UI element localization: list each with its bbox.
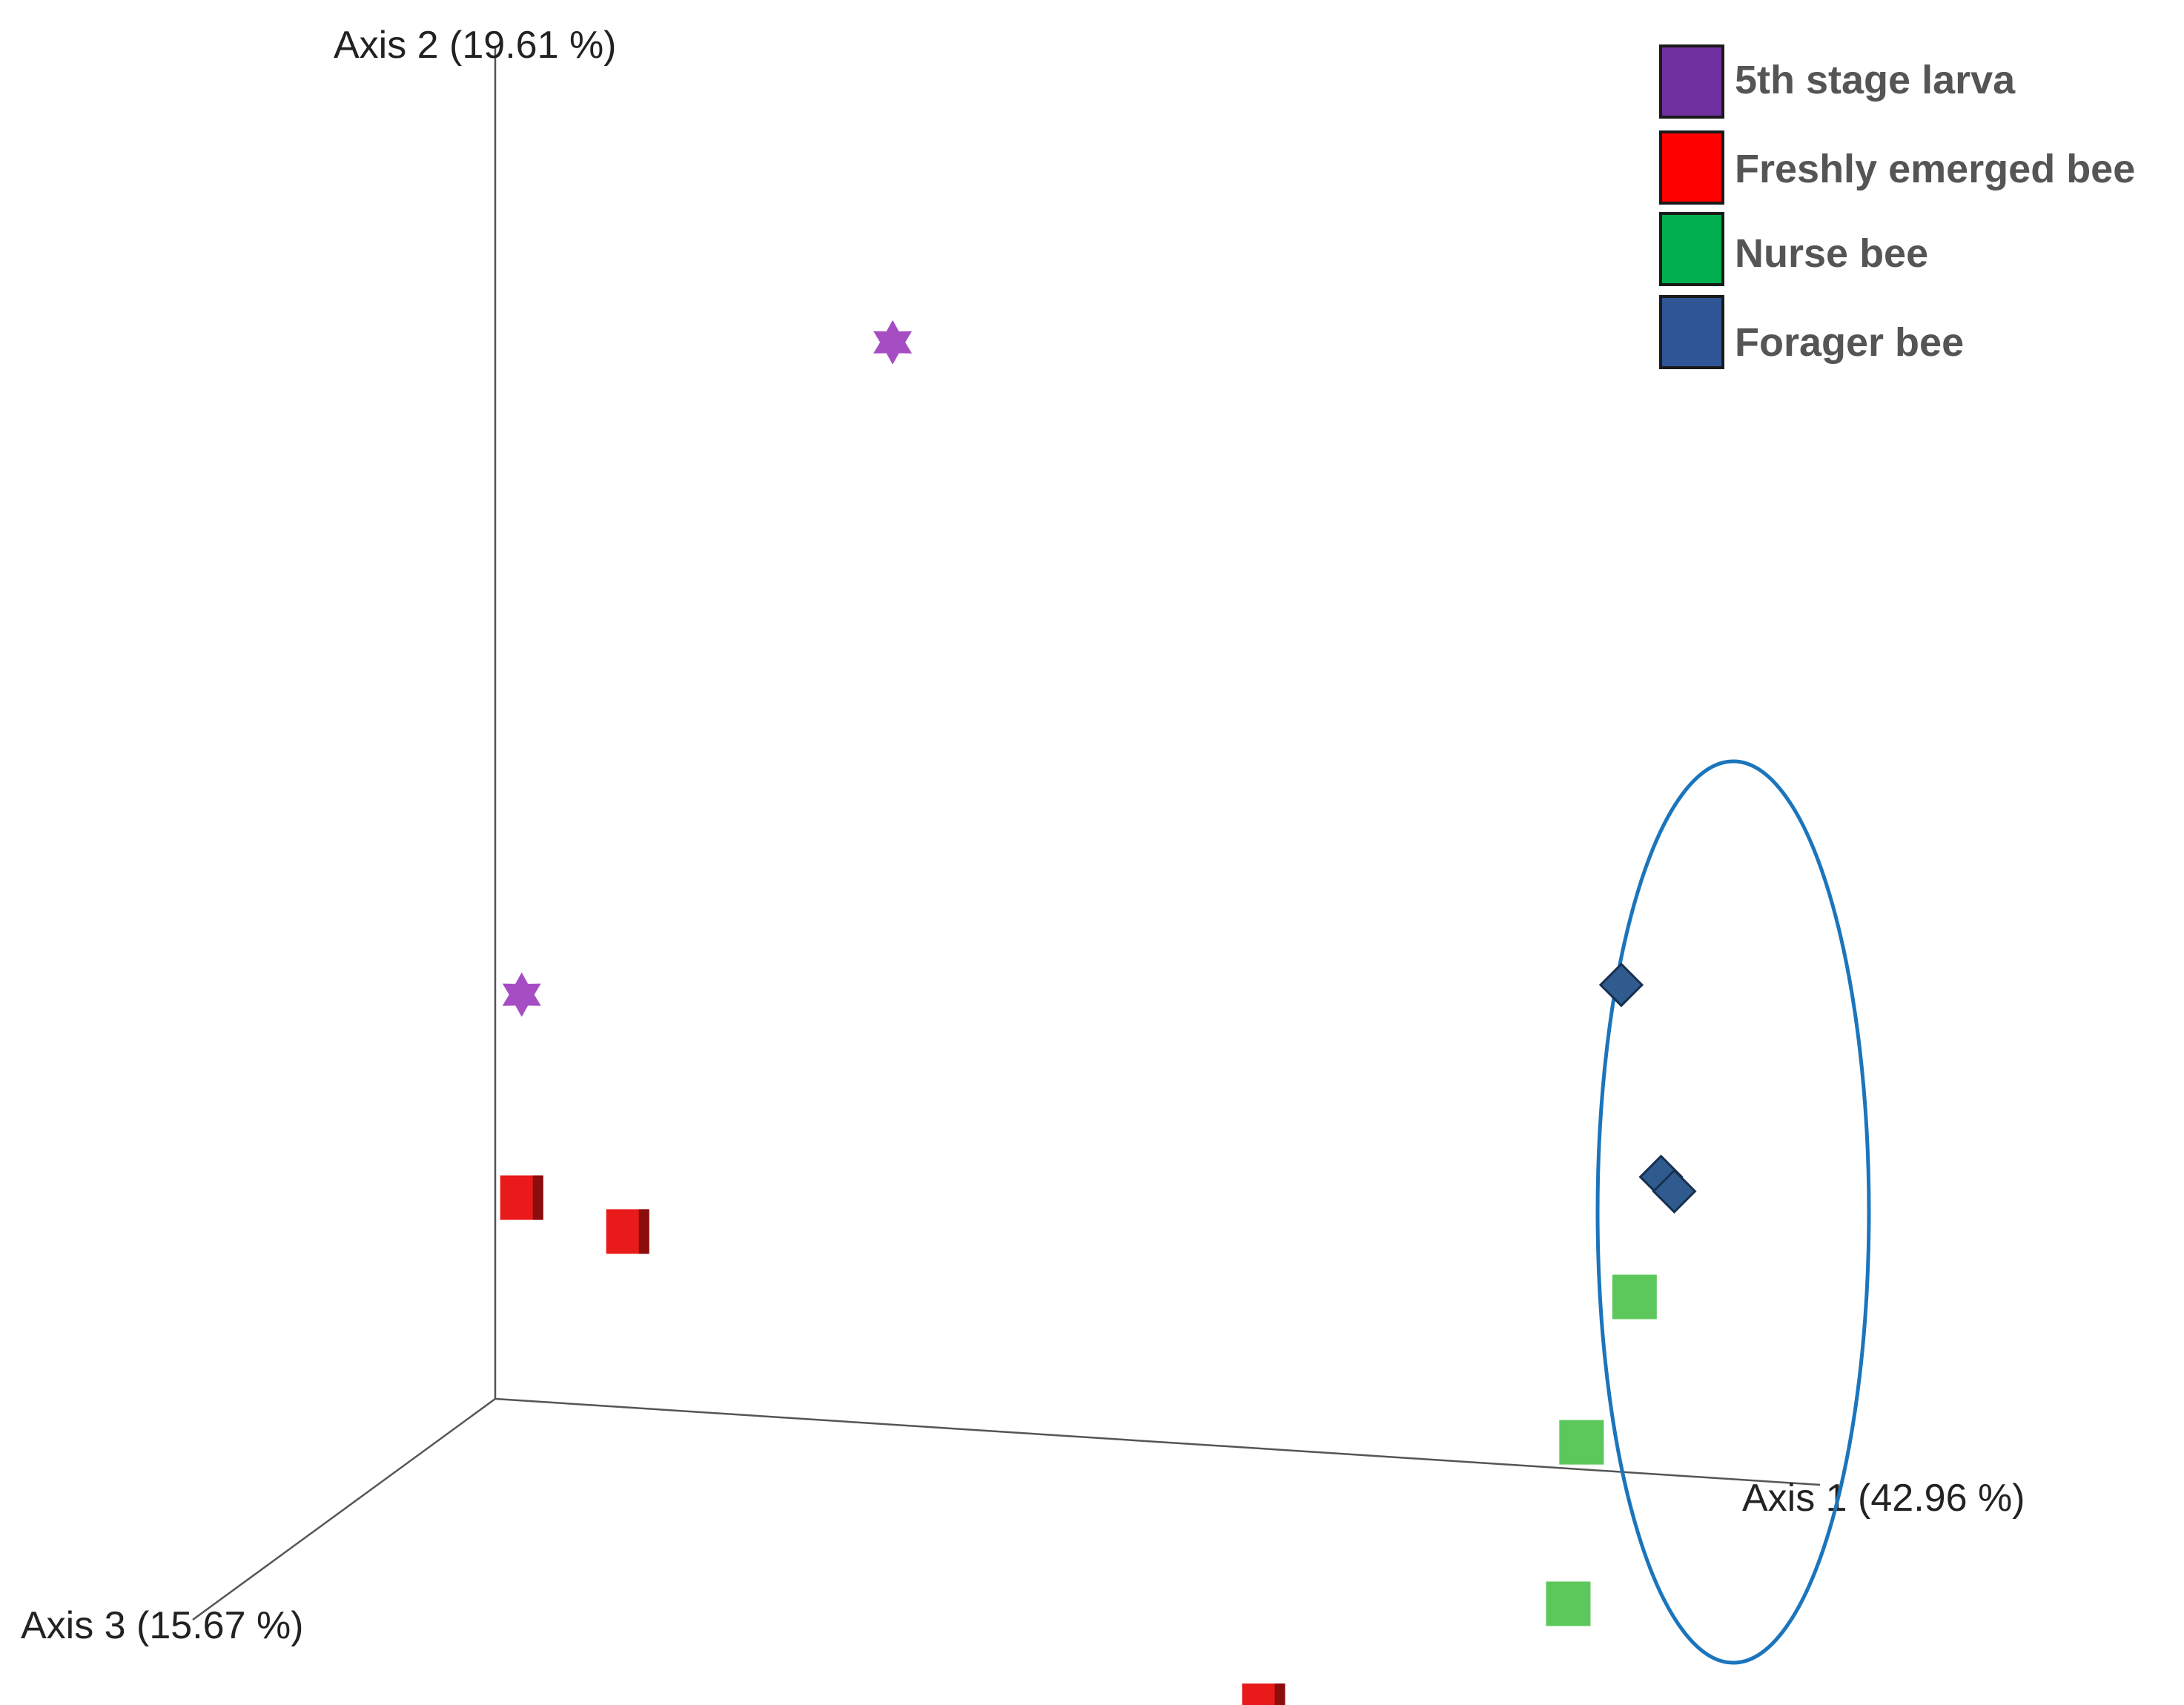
legend-label-nurse: Nurse bee bbox=[1735, 231, 1928, 276]
axis-1-line bbox=[494, 1397, 1821, 1486]
axis-3-line bbox=[192, 1397, 496, 1621]
legend-swatch-forager bbox=[1659, 295, 1724, 369]
legend: 5th stage larva Freshly emerged bee Nurs… bbox=[1659, 44, 2135, 369]
legend-label-larva: 5th stage larva bbox=[1735, 58, 2016, 102]
data-point-forager bbox=[1652, 1168, 1697, 1214]
data-point-larva bbox=[873, 320, 913, 365]
axis-3-label: Axis 3 (15.67 %) bbox=[21, 1604, 304, 1647]
cube-side-face bbox=[532, 1175, 543, 1220]
data-point-freshly-emerged bbox=[1242, 1684, 1285, 1705]
data-point-forager bbox=[1598, 962, 1644, 1007]
data-point-larva bbox=[502, 972, 541, 1017]
data-point-nurse bbox=[1559, 1420, 1604, 1465]
cube-side-face bbox=[638, 1209, 649, 1254]
axis-1-label: Axis 1 (42.96 %) bbox=[1742, 1477, 2025, 1520]
data-point-freshly-emerged bbox=[606, 1209, 649, 1254]
legend-swatch-freshly-emerged bbox=[1659, 130, 1724, 205]
data-point-freshly-emerged bbox=[500, 1175, 543, 1220]
data-point-nurse bbox=[1546, 1581, 1591, 1626]
data-point-nurse bbox=[1612, 1274, 1657, 1320]
legend-swatch-nurse bbox=[1659, 212, 1724, 286]
legend-label-freshly-emerged: Freshly emerged bee bbox=[1735, 147, 2135, 191]
cluster-ellipse bbox=[1595, 759, 1871, 1665]
cube-side-face bbox=[1274, 1684, 1285, 1705]
legend-label-forager: Forager bee bbox=[1735, 320, 1964, 365]
axis-2-label: Axis 2 (19.61 %) bbox=[334, 24, 617, 67]
legend-swatch-larva bbox=[1659, 44, 1724, 119]
